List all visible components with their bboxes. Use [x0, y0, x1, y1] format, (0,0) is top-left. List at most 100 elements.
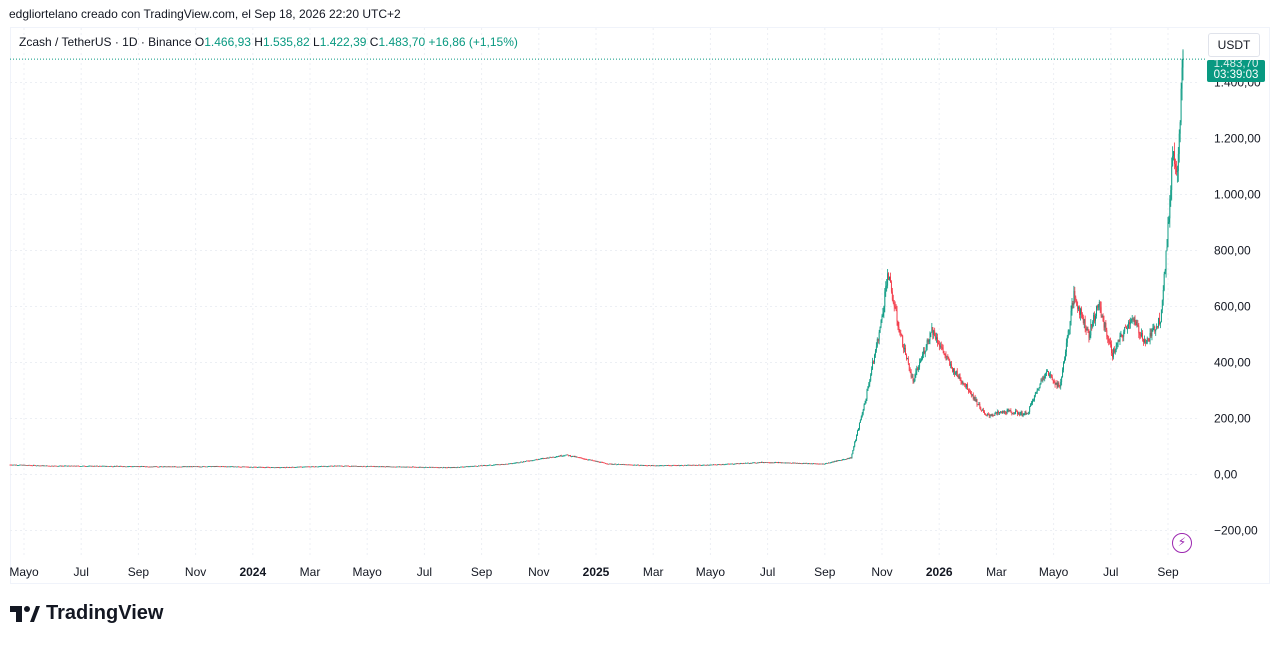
candle-body: [21, 464, 23, 466]
x-tick-label: Jul: [1103, 565, 1118, 579]
candle-body: [843, 459, 845, 461]
candle-body: [1087, 328, 1089, 330]
candle-body: [892, 299, 894, 303]
candle-body: [227, 466, 229, 468]
candle-body: [977, 404, 979, 406]
candle-body: [414, 466, 415, 468]
candle-body: [1108, 338, 1110, 342]
candle-body: [1032, 400, 1034, 402]
candle-body: [128, 466, 129, 468]
candle-body: [361, 466, 363, 467]
candle-body: [1122, 336, 1124, 338]
candle-body: [656, 465, 658, 467]
candle-body: [738, 463, 740, 465]
candle-body: [342, 466, 344, 467]
candle-body: [566, 454, 568, 456]
brand-name: TradingView: [46, 602, 164, 624]
candle-body: [313, 466, 315, 468]
candle-body: [459, 467, 461, 469]
x-tick-label: Mar: [643, 565, 664, 579]
candle-body: [355, 465, 357, 467]
candle-body: [969, 391, 970, 393]
candle-body: [158, 466, 160, 468]
candle-body: [969, 391, 971, 394]
candle-body: [176, 466, 177, 468]
candle-body: [50, 465, 52, 467]
candle-body: [444, 467, 446, 469]
candle-body: [20, 464, 22, 466]
candle-body: [663, 465, 665, 467]
tradingview-logo[interactable]: TradingView: [10, 602, 163, 625]
candle-body: [536, 459, 538, 461]
candle-body: [213, 466, 215, 468]
candle-body: [934, 330, 936, 336]
candle-body: [1126, 327, 1128, 329]
candle-body: [328, 465, 330, 467]
candle-body: [1050, 374, 1052, 377]
candle-body: [303, 466, 305, 468]
candle-body: [352, 465, 354, 467]
candle-body: [549, 456, 551, 458]
candle-body: [553, 456, 555, 458]
candle-body: [448, 467, 450, 469]
candle-body: [677, 465, 679, 466]
candle-body: [610, 463, 612, 465]
candle-body: [709, 464, 711, 466]
candle-body: [283, 467, 285, 469]
candle-body: [190, 466, 192, 468]
candle-body: [737, 463, 739, 465]
candle-body: [619, 463, 620, 465]
candle-body: [672, 465, 674, 466]
candle-body: [370, 466, 372, 467]
candle-body: [323, 466, 325, 467]
candle-body: [1008, 409, 1010, 411]
candle-body: [696, 465, 698, 466]
candle-body: [17, 465, 18, 466]
candle-body: [825, 463, 827, 465]
candle-body: [115, 465, 117, 467]
candle-body: [577, 457, 579, 458]
candle-body: [703, 464, 705, 466]
candle-body: [375, 466, 377, 468]
candle-body: [379, 466, 381, 468]
candle-body: [1118, 340, 1120, 342]
candle-body: [411, 466, 413, 468]
candle-body: [789, 462, 791, 464]
candle-body: [389, 466, 391, 468]
candle-body: [310, 466, 312, 468]
candle-body: [573, 455, 574, 457]
candle-body: [1157, 326, 1159, 328]
candle-body: [1134, 318, 1136, 322]
candle-body: [713, 464, 715, 466]
candle-body: [1105, 322, 1107, 331]
candle-body: [741, 463, 743, 464]
candle-body: [883, 306, 885, 313]
flash-icon[interactable]: ⚡︎: [1172, 533, 1192, 553]
candle-body: [621, 464, 623, 465]
candle-body: [606, 463, 608, 465]
candle-body: [152, 466, 154, 468]
candle-body: [214, 466, 216, 468]
candle-body: [845, 459, 847, 460]
candle-body: [97, 465, 98, 467]
symbol-label[interactable]: Zcash / TetherUS · 1D · Binance: [19, 35, 192, 49]
candle-body: [583, 458, 585, 460]
candle-body: [618, 463, 620, 465]
candle-body: [939, 345, 941, 347]
candle-body: [750, 463, 752, 464]
candle-body: [230, 466, 232, 468]
candle-body: [305, 466, 307, 468]
chart-frame[interactable]: [10, 27, 1270, 584]
candle-body: [271, 467, 272, 468]
candle-body: [849, 457, 851, 459]
candle-body: [167, 466, 169, 468]
candle-body: [382, 466, 384, 468]
candle-body: [1080, 308, 1082, 315]
candle-body: [307, 466, 309, 468]
candle-body: [430, 466, 431, 468]
candle-body: [1176, 170, 1178, 173]
candle-body: [806, 463, 808, 464]
currency-selector[interactable]: USDT: [1208, 33, 1260, 57]
candle-body: [642, 465, 644, 467]
